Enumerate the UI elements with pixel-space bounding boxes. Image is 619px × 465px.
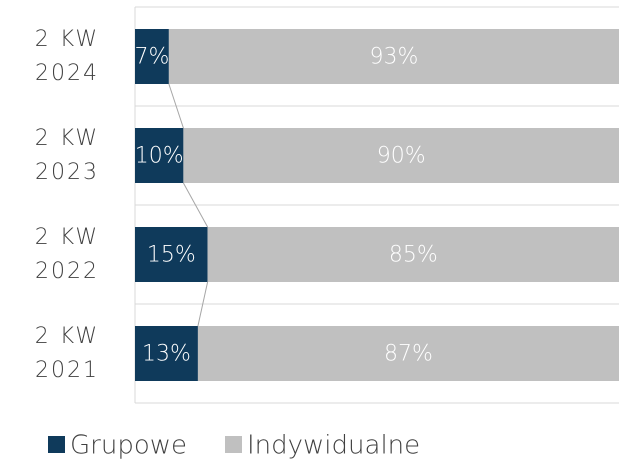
series-line [182, 182, 209, 228]
legend-label: Indywidualne [247, 431, 420, 461]
y-tick-label: 2 KW 2022 [34, 224, 100, 284]
value-label: 15% [147, 243, 196, 268]
value-label: 90% [377, 144, 426, 169]
bar-segment [168, 29, 619, 84]
value-label: 93% [369, 45, 418, 70]
bar-segment [197, 326, 619, 381]
bar-segment [207, 227, 619, 282]
value-label: 7% [134, 45, 169, 70]
legend-swatch [225, 436, 242, 453]
value-label: 10% [135, 144, 184, 169]
bar-segment [135, 326, 198, 381]
bar-segment [135, 128, 184, 183]
series-line [197, 281, 209, 327]
value-label: 85% [389, 243, 438, 268]
bar-segment [135, 227, 208, 282]
y-tick-label: 2 KW 2023 [34, 125, 100, 185]
legend-swatch [48, 436, 65, 453]
bar-segment [135, 29, 169, 84]
y-tick-label: 2 KW 2024 [34, 26, 100, 86]
bar-segment [183, 128, 619, 183]
value-label: 87% [384, 342, 433, 367]
legend-label: Grupowe [70, 431, 187, 461]
series-line [168, 83, 184, 129]
value-label: 13% [142, 342, 191, 367]
y-tick-label: 2 KW 2021 [34, 323, 100, 383]
